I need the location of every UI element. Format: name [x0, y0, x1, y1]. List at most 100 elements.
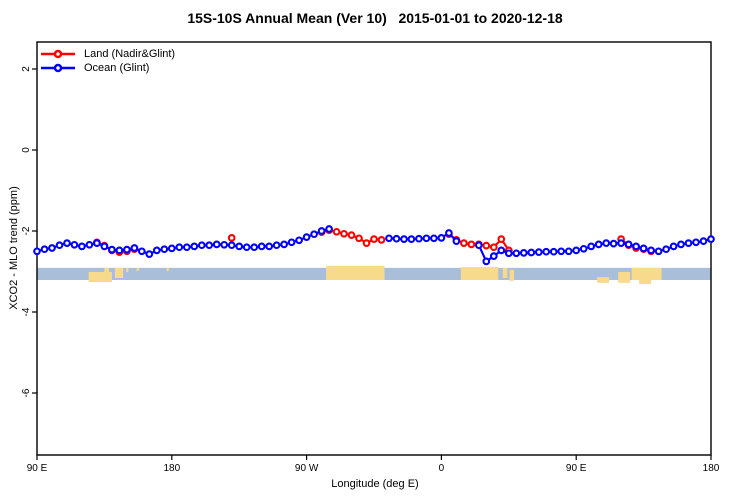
x-tick-label: 90 E	[27, 463, 48, 474]
land-data-point	[355, 234, 363, 243]
land-data-point	[482, 241, 491, 250]
ocean-data-point	[684, 239, 693, 247]
ocean-data-point	[63, 239, 71, 247]
ocean-data-point	[265, 242, 274, 251]
land-patch	[114, 267, 124, 278]
ocean-data-point	[93, 239, 101, 247]
ocean-data-point	[137, 247, 146, 256]
ocean-data-point	[669, 242, 678, 251]
ocean-data-point	[55, 241, 64, 250]
land-data-point	[340, 229, 348, 238]
ocean-data-point	[317, 227, 326, 235]
ocean-data-point	[482, 257, 491, 266]
ocean-data-point	[250, 243, 259, 252]
ocean-data-point	[572, 246, 581, 255]
ocean-data-point	[227, 241, 236, 250]
ocean-data-point	[175, 243, 184, 252]
y-tick-label: 2	[21, 66, 32, 72]
ocean-data-point	[445, 229, 453, 237]
ocean-data-point	[587, 242, 596, 251]
ocean-data-point	[280, 240, 288, 249]
ocean-data-point	[123, 245, 131, 254]
x-axis-title: Longitude (deg E)	[331, 478, 419, 490]
ocean-data-point	[115, 246, 124, 255]
land-data-point	[489, 243, 498, 252]
ocean-data-point	[78, 242, 86, 251]
ocean-data-point	[609, 239, 618, 248]
ocean-data-point	[430, 234, 438, 243]
ocean-data-point	[400, 235, 408, 243]
legend: Land (Nadir&Glint) Ocean (Glint)	[40, 47, 175, 75]
ocean-data-point	[437, 234, 446, 242]
ocean-data-point	[632, 242, 640, 251]
ocean-data-point	[310, 230, 318, 239]
x-tick-label: 0	[439, 463, 445, 474]
ocean-data-point	[407, 235, 416, 243]
ocean-data-point	[624, 240, 633, 249]
land-data-point	[227, 234, 236, 242]
ocean-data-point	[242, 243, 251, 252]
x-tick-label: 90 W	[295, 463, 319, 474]
legend-label-land: Land (Nadir&Glint)	[84, 48, 176, 60]
ocean-data-point	[295, 236, 303, 245]
ocean-data-point	[108, 245, 116, 254]
ocean-data-point	[639, 244, 648, 253]
ocean-data-point	[662, 245, 670, 254]
ocean-data-point	[594, 240, 603, 249]
ocean-data-point	[130, 244, 139, 252]
legend-item-ocean: Ocean (Glint)	[40, 61, 175, 75]
land-patch	[597, 277, 610, 283]
land-patch	[326, 265, 385, 281]
land-patch	[166, 267, 169, 272]
ocean-data-point	[512, 249, 521, 258]
ocean-data-point	[647, 246, 655, 255]
ocean-data-point	[489, 252, 498, 260]
ocean-data-point	[474, 241, 483, 250]
land-patch	[88, 271, 112, 283]
ocean-data-point	[699, 237, 708, 245]
ocean-data-point	[287, 238, 296, 247]
ocean-data-point	[85, 240, 94, 249]
land-patch	[136, 267, 139, 272]
ocean-data-point	[542, 247, 551, 256]
land-patch	[509, 269, 515, 281]
ocean-data-point	[205, 241, 214, 250]
land-patch	[639, 275, 652, 285]
ocean-data-point	[692, 238, 700, 247]
y-tick-label: -6	[21, 388, 32, 397]
ocean-data-point	[197, 241, 206, 250]
ocean-data-point	[415, 234, 423, 243]
ocean-data-point	[100, 242, 109, 251]
ocean-series-sample-icon	[41, 63, 75, 73]
land-data-point	[460, 239, 468, 247]
ocean-data-point	[145, 250, 154, 258]
land-series-sample-icon	[41, 49, 75, 59]
y-axis-title: XCO2 - MLO trend (ppm)	[8, 186, 20, 310]
land-data-point	[467, 240, 476, 249]
ocean-data-point	[212, 240, 221, 249]
legend-item-land: Land (Nadir&Glint)	[40, 47, 175, 61]
ocean-data-point	[557, 247, 566, 256]
ocean-data-point	[220, 240, 229, 249]
y-tick-label: -2	[21, 226, 32, 235]
ocean-data-point	[385, 234, 393, 243]
ocean-data-point	[325, 225, 333, 233]
ocean-data-point	[272, 241, 281, 250]
land-patch	[618, 271, 631, 283]
x-tick-label: 180	[163, 463, 180, 474]
land-data-point	[332, 227, 341, 236]
x-tick-label: 90 E	[566, 463, 587, 474]
ocean-data-point	[504, 249, 513, 258]
y-tick-label: 0	[21, 147, 32, 153]
ocean-data-point	[617, 239, 625, 247]
land-data-point	[370, 235, 378, 243]
ocean-data-point	[527, 248, 536, 257]
ocean-data-point	[707, 235, 715, 243]
land-patch	[126, 267, 129, 272]
legend-label-ocean: Ocean (Glint)	[84, 62, 150, 74]
land-data-point	[377, 236, 386, 244]
ocean-data-point	[497, 246, 506, 255]
ocean-data-point	[152, 246, 161, 255]
